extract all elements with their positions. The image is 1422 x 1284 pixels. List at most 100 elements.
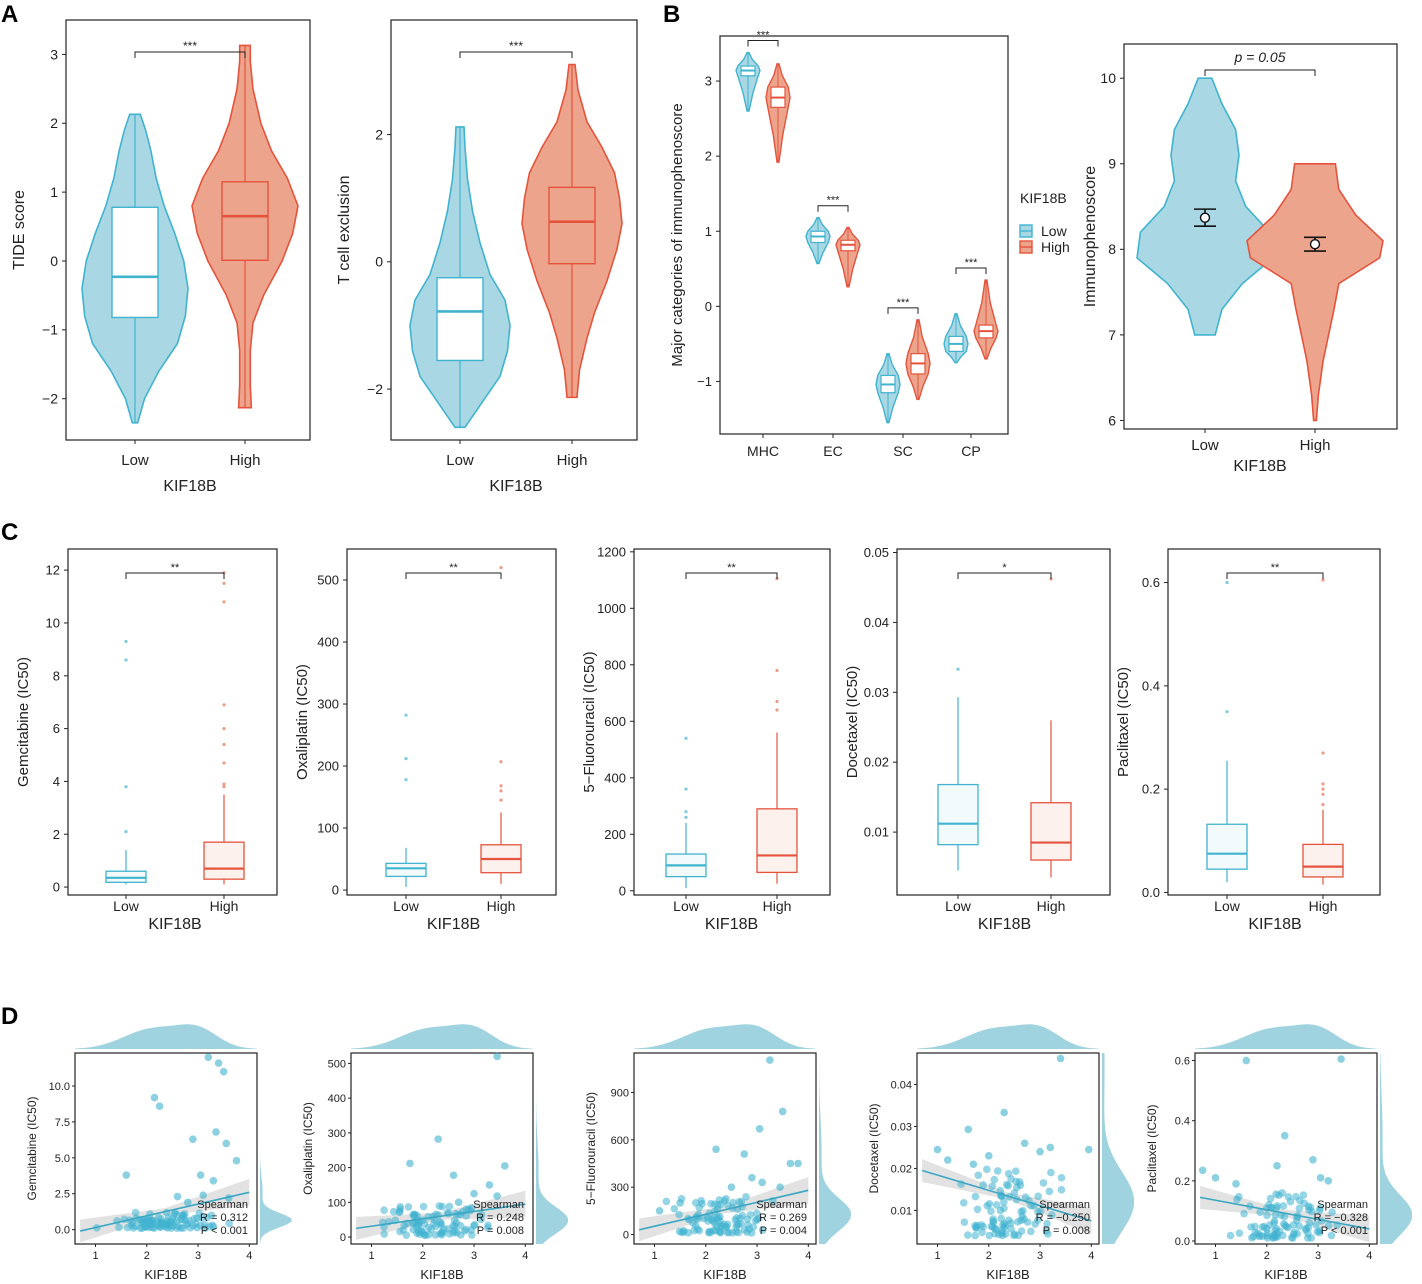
D3-scatter-point <box>727 1183 736 1191</box>
D2-ytick-label: 400 <box>328 1093 346 1105</box>
outlier-high <box>1049 577 1053 581</box>
D3-scatter-point <box>731 1216 740 1224</box>
D3-scatter-point <box>740 1150 749 1158</box>
A1-ytick-label: −2 <box>42 391 58 407</box>
B2-ytick-label: 7 <box>1108 327 1116 343</box>
D2-scatter-point <box>431 1231 440 1239</box>
outlier-low <box>124 785 128 789</box>
C3-significance-bracket <box>685 572 778 579</box>
D1-ytick-label: 10.0 <box>49 1081 70 1093</box>
box-high <box>1302 843 1344 878</box>
C2-y-axis-title: Oxaliplatin (IC50) <box>294 664 311 780</box>
D5-scatter-point <box>1295 1204 1304 1213</box>
A2-xtick-label: High <box>557 452 588 469</box>
outlier-low <box>684 787 688 791</box>
D4-scatter-point <box>984 1152 993 1160</box>
C1-ytick-label: 8 <box>53 668 60 683</box>
outlier-high <box>775 708 779 712</box>
B2-xtick-label: High <box>1300 437 1331 454</box>
C1-x-axis-title: KIF18B <box>148 916 201 933</box>
D4-scatter-point <box>1036 1147 1044 1156</box>
D3-scatter-point <box>712 1145 720 1154</box>
D1-scatter-point <box>225 1219 233 1228</box>
D3-scatter-point <box>732 1228 740 1236</box>
D5-scatter-point <box>1327 1231 1336 1240</box>
chart-a2: −2 0 2 T cell exclusion Low High KIF18B *** <box>336 19 638 495</box>
C2-ytick-label: 100 <box>317 821 339 836</box>
D3-scatter-point <box>755 1124 764 1133</box>
C4-x-axis-title: KIF18B <box>978 916 1031 933</box>
B1-ec-significance-label: *** <box>827 195 841 207</box>
C5-plot-frame <box>1167 548 1381 896</box>
D4-scatter-point <box>1020 1139 1029 1148</box>
D2-ytick-label: 500 <box>328 1058 346 1070</box>
chart-c5: 0.0 0.2 0.4 0.6 Paclitaxel (IC50) Low High KIF1… <box>1115 548 1381 933</box>
C2-xtick-label: Low <box>393 898 420 914</box>
D3-scatter-point <box>679 1228 688 1236</box>
outlier-high <box>222 785 226 789</box>
A1-ytick-label: 0 <box>50 253 58 269</box>
A2-x-axis-title: KIF18B <box>489 478 542 495</box>
D4-scatter-point <box>983 1201 991 1210</box>
D3-scatter-point <box>722 1195 730 1203</box>
C1-y-axis-title: Gemcitabine (IC50) <box>15 657 32 787</box>
D5-scatter-point <box>1271 1233 1280 1241</box>
D4-scatter-point <box>978 1228 986 1237</box>
D5-stats-line: Spearman <box>1317 1199 1368 1211</box>
D4-scatter-point <box>1013 1183 1021 1192</box>
D5-scatter-point <box>1299 1191 1308 1199</box>
C2-xtick-label: High <box>487 898 516 914</box>
D5-scatter-point <box>1270 1219 1278 1227</box>
D4-scatter-point <box>1002 1180 1011 1189</box>
outlier-low <box>404 713 408 717</box>
D2-xtick-label: 4 <box>522 1250 528 1262</box>
D5-scatter-point <box>1198 1166 1207 1175</box>
D5-ytick-label: 0.2 <box>1175 1176 1190 1188</box>
B1-mhc-significance-label: *** <box>757 30 771 42</box>
D2-fit-line <box>356 1203 526 1230</box>
D2-scatter-point <box>454 1198 463 1207</box>
box-high <box>1030 802 1072 861</box>
C1-significance-bracket <box>125 572 225 579</box>
D2-scatter-point <box>389 1207 398 1216</box>
D5-scatter-point <box>1263 1211 1271 1220</box>
D3-scatter-point <box>754 1214 763 1223</box>
D4-x-density <box>917 1024 1099 1049</box>
D2-stats-line: P = 0.008 <box>477 1225 524 1237</box>
C5-xtick-label: Low <box>1214 898 1241 914</box>
D3-stats-line: R = 0.269 <box>759 1212 807 1224</box>
D1-y-axis-title: Gemcitabine (IC50) <box>25 1096 39 1200</box>
D3-scatter-point <box>704 1217 712 1225</box>
D3-scatter-point <box>711 1226 720 1235</box>
D1-scatter-point <box>155 1102 164 1110</box>
D3-scatter-point <box>717 1200 725 1209</box>
D2-ytick-label: 0 <box>340 1232 346 1244</box>
D2-stats-line: Spearman <box>473 1199 524 1211</box>
D1-scatter-point <box>199 1191 207 1199</box>
C2-plot-frame <box>346 548 557 896</box>
violin-low <box>1136 77 1274 336</box>
D4-scatter-point <box>1056 1054 1065 1063</box>
D4-scatter-point <box>1047 1168 1055 1177</box>
D3-scatter-point <box>670 1204 679 1213</box>
D4-ytick-label: 0.03 <box>891 1121 912 1133</box>
C5-ytick-label: 0.6 <box>1142 575 1160 590</box>
D5-ytick-label: 0.6 <box>1175 1056 1190 1068</box>
B1-sc-significance-bracket <box>887 307 919 314</box>
outlier-high <box>1321 782 1325 786</box>
B2-x-axis-title: KIF18B <box>1233 458 1286 475</box>
D5-scatter-point <box>1280 1131 1289 1140</box>
chart-b2: 6 7 8 9 10 Immunophenoscore Low High KIF18B p = 0… <box>1082 43 1398 475</box>
D4-scatter-point <box>971 1231 979 1240</box>
D3-scatter-point <box>724 1228 733 1237</box>
D1-y-density <box>260 1053 292 1244</box>
D5-scatter-point <box>1308 1207 1316 1216</box>
D2-ytick-label: 200 <box>328 1163 346 1175</box>
C5-ytick-label: 0.2 <box>1142 782 1160 797</box>
box-low <box>111 206 159 319</box>
D5-scatter-point <box>1256 1208 1264 1217</box>
chart-d5: 0.0 0.2 0.4 0.6 1 2 3 4 KIF18B Paclitaxel (IC50) S… <box>1145 1024 1412 1282</box>
B1-xtick-label: MHC <box>747 443 779 459</box>
D2-scatter-point <box>456 1222 465 1230</box>
